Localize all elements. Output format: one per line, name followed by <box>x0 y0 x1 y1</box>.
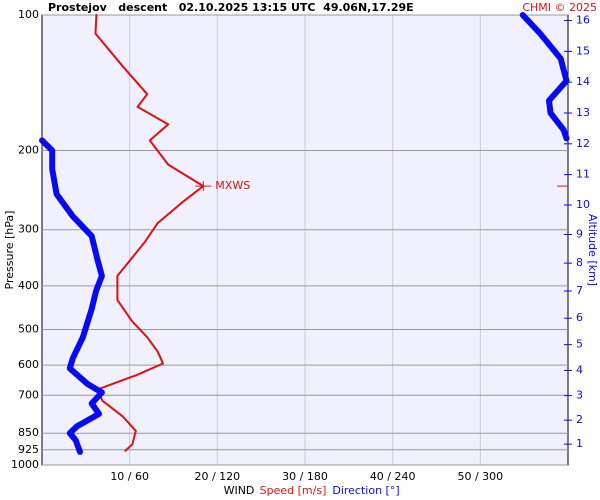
y-tick-label: 925 <box>18 443 39 456</box>
y2-tick-label: 2 <box>576 413 583 426</box>
y-axis-label: Pressure [hPa] <box>3 211 16 290</box>
y2-tick-label: 6 <box>576 311 583 324</box>
y-tick-label: 700 <box>18 388 39 401</box>
chart-title: Prostejov descent 02.10.2025 13:15 UTC 4… <box>48 1 414 14</box>
y-tick-label: 500 <box>18 323 39 336</box>
y2-tick-label: 14 <box>576 75 590 88</box>
y2-tick-label: 11 <box>576 168 590 181</box>
x-label-speed: Speed [m/s] <box>260 484 327 497</box>
y-tick-label: 850 <box>18 426 39 439</box>
y2-tick-label: 15 <box>576 44 590 57</box>
y2-tick-label: 7 <box>576 284 583 297</box>
x-tick-label: 30 / 180 <box>282 470 328 483</box>
credit: CHMI © 2025 <box>522 1 597 14</box>
y-tick-label: 1000 <box>11 458 39 471</box>
y-tick-label: 300 <box>18 223 39 236</box>
y-tick-label: 100 <box>18 8 39 21</box>
y2-tick-label: 12 <box>576 137 590 150</box>
y2-tick-label: 9 <box>576 227 583 240</box>
series-line <box>519 12 570 142</box>
y2-tick-label: 5 <box>576 338 583 351</box>
x-tick-label: 20 / 120 <box>194 470 240 483</box>
y2-tick-label: 10 <box>576 198 590 211</box>
y2-tick-label: 16 <box>576 14 590 27</box>
x-tick-label: 50 / 300 <box>457 470 503 483</box>
y2-tick-label: 1 <box>576 437 583 450</box>
series-line <box>94 14 205 452</box>
y-tick-label: 400 <box>18 279 39 292</box>
x-label-wind: WIND <box>224 484 255 497</box>
y2-tick-label: 8 <box>576 256 583 269</box>
y2-tick-label: 4 <box>576 363 583 376</box>
y2-tick-label: 13 <box>576 106 590 119</box>
x-label-direction: Direction [°] <box>332 484 399 497</box>
y-tick-label: 600 <box>18 358 39 371</box>
series-line <box>39 137 105 455</box>
y2-tick-label: 3 <box>576 389 583 402</box>
y-tick-label: 200 <box>18 143 39 156</box>
x-tick-label: 40 / 240 <box>370 470 416 483</box>
x-tick-label: 10 / 60 <box>110 470 149 483</box>
annotation: MXWS <box>215 179 250 192</box>
y2-axis-label: Altitude [km] <box>586 214 599 286</box>
